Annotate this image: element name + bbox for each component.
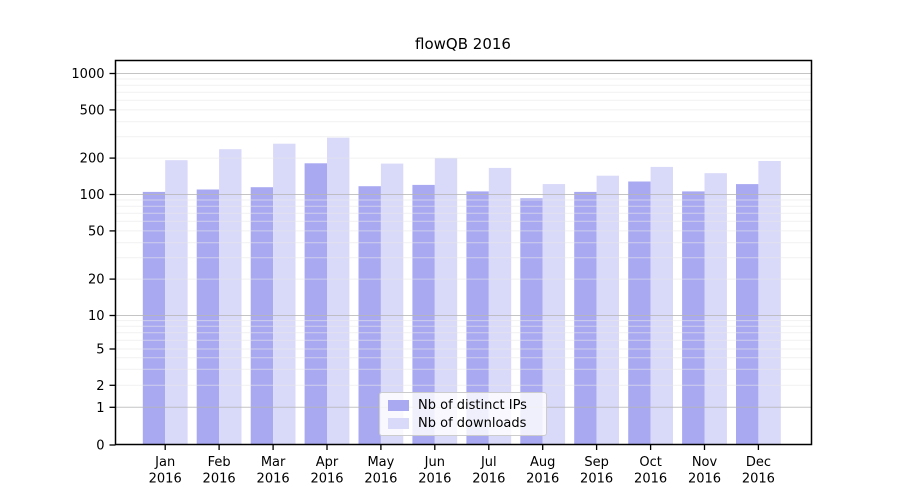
bar-downloads-dec-2016 — [758, 161, 781, 445]
bar-downloads-sep-2016 — [596, 175, 619, 445]
legend-swatch-downloads — [388, 417, 409, 429]
bar-downloads-apr-2016 — [327, 137, 350, 445]
x-tick-label: Sep 2016 — [580, 455, 613, 487]
chart-title: flowQB 2016 — [415, 35, 511, 53]
bar-distinct-ips-apr-2016 — [304, 163, 327, 445]
y-tick-label: 100 — [80, 188, 105, 203]
axes-spines — [114, 59, 813, 446]
bar-distinct-ips-oct-2016 — [628, 181, 651, 445]
y-tick-label: 500 — [80, 103, 105, 118]
bar-distinct-ips-nov-2016 — [682, 191, 705, 445]
bar-downloads-feb-2016 — [219, 149, 242, 445]
legend-label-downloads: Nb of downloads — [418, 415, 527, 431]
y-tick-label: 20 — [88, 273, 105, 288]
bar-distinct-ips-jun-2016 — [412, 184, 435, 445]
y-tick-label: 10 — [88, 309, 105, 324]
bar-downloads-may-2016 — [380, 163, 404, 445]
bar-distinct-ips-jul-2016 — [466, 191, 489, 445]
bar-downloads-oct-2016 — [650, 166, 673, 445]
bar-distinct-ips-dec-2016 — [736, 184, 759, 445]
x-tick-label: Nov 2016 — [688, 455, 721, 487]
x-tick-label: Oct 2016 — [634, 455, 667, 487]
bar-distinct-ips-aug-2016 — [520, 198, 543, 445]
x-tick-label: Jan 2016 — [149, 455, 182, 487]
x-tick-label: Jun 2016 — [418, 455, 451, 487]
y-tick-label: 200 — [80, 152, 105, 167]
bar-downloads-nov-2016 — [704, 173, 727, 445]
bar-downloads-jul-2016 — [488, 167, 512, 445]
x-tick-label: Aug 2016 — [526, 455, 559, 487]
y-tick-label: 0 — [96, 439, 104, 454]
legend-label-distinct-ips: Nb of distinct IPs — [418, 397, 527, 413]
y-tick-label: 5 — [96, 343, 104, 358]
x-tick-label: Jul 2016 — [472, 455, 505, 487]
bar-downloads-aug-2016 — [542, 184, 566, 445]
legend: Nb of distinct IPs Nb of downloads — [379, 392, 547, 436]
legend-item-distinct-ips: Nb of distinct IPs — [388, 398, 538, 413]
bar-distinct-ips-jan-2016 — [142, 191, 166, 445]
bar-distinct-ips-sep-2016 — [574, 191, 597, 445]
x-tick-label: Dec 2016 — [742, 455, 775, 487]
x-tick-label: Mar 2016 — [257, 455, 290, 487]
y-tick-label: 2 — [96, 379, 104, 394]
bar-downloads-mar-2016 — [273, 143, 296, 445]
y-tick-label: 50 — [88, 224, 105, 239]
bar-downloads-jun-2016 — [434, 158, 458, 445]
x-tick-label: Feb 2016 — [203, 455, 236, 487]
y-tick-label: 1 — [96, 401, 104, 416]
x-tick-label: Apr 2016 — [310, 455, 343, 487]
x-tick-label: May 2016 — [364, 455, 397, 487]
legend-item-downloads: Nb of downloads — [388, 416, 538, 431]
bar-downloads-jan-2016 — [165, 160, 188, 445]
y-tick-label: 1000 — [71, 67, 104, 82]
legend-swatch-distinct-ips — [388, 399, 409, 411]
bar-distinct-ips-feb-2016 — [196, 189, 220, 445]
